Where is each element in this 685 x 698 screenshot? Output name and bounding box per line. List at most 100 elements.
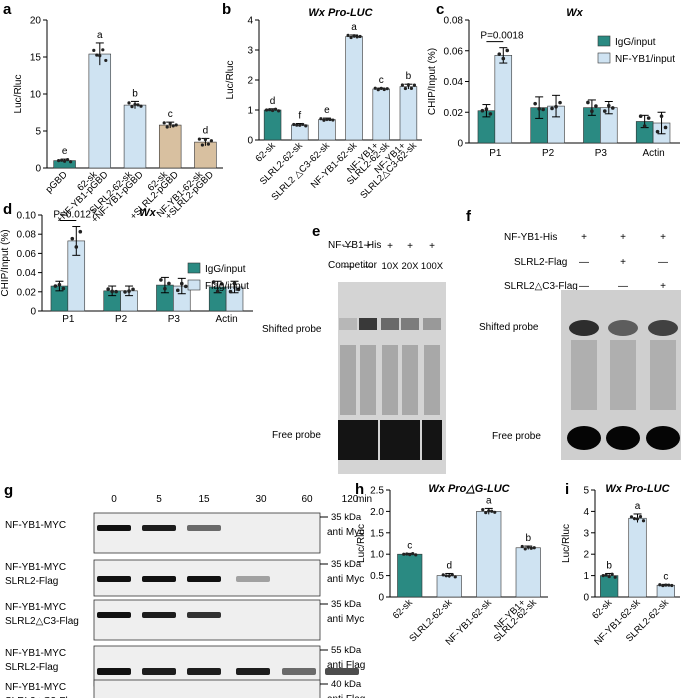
- panel-b: b Wx Pro-LUC01234Luc/Rlucd62-skfSLRL2-62-…: [222, 1, 422, 203]
- data-point-d: [179, 281, 184, 286]
- y-tick-label-i: 4: [583, 507, 589, 518]
- blot-g-band: [236, 576, 270, 582]
- data-point-i: [613, 575, 617, 579]
- data-point-a: [206, 142, 210, 146]
- panel-letter-f: f: [466, 208, 472, 225]
- blot-g-row-label: NF-YB1-MYC: [5, 648, 66, 659]
- data-point-h: [441, 573, 445, 577]
- panel-d: d Wx 0 0.02 0.04 0.06 0.08 0.10 CHIP/Input (%) P1…: [0, 201, 253, 325]
- significance-letter-a: e: [62, 146, 68, 157]
- data-point-c: [541, 107, 545, 112]
- data-point-b: [406, 83, 411, 87]
- emsa-e-free-band: [400, 420, 420, 460]
- bar-a-2: [123, 104, 147, 169]
- significance-letter-i: c: [663, 571, 668, 582]
- blot-g-band: [187, 576, 221, 582]
- legend-swatch-c: [597, 35, 611, 47]
- emsa-f-lane-marker: +: [620, 232, 626, 243]
- emsa-f-shifted-label: Shifted probe: [479, 322, 539, 333]
- data-point-b: [267, 108, 272, 112]
- data-point-a: [174, 123, 178, 127]
- data-point-d: [70, 236, 75, 241]
- data-point-b: [352, 34, 356, 38]
- significance-letter-b: f: [298, 111, 301, 122]
- emsa-f-lane-marker: —: [579, 281, 589, 292]
- data-point-b: [270, 108, 275, 113]
- blot-g-timepoints: 0 5 15 30 60 120: [111, 494, 359, 505]
- bar-h-1: [436, 575, 462, 598]
- panel-letter-e: e: [312, 223, 320, 240]
- bar-b-2: [318, 119, 336, 141]
- emsa-e-smear: [424, 345, 440, 415]
- y-tick-label-b: 4: [247, 16, 253, 27]
- data-point-d: [78, 229, 83, 234]
- data-point-c: [505, 48, 510, 53]
- emsa-e-smear: [340, 345, 356, 415]
- legend-swatch-c: [597, 52, 611, 64]
- data-point-b: [358, 34, 362, 39]
- panel-letter-g: g: [4, 482, 13, 499]
- bar-h-2: [476, 511, 502, 598]
- panel-a: a05101520Luc/RlucepGBDa62-sk+NF-YB1-pGBD…: [3, 1, 223, 225]
- blot-g-row-label: NF-YB1-MYC: [5, 682, 66, 693]
- data-point-h: [493, 510, 497, 514]
- data-point-d: [183, 284, 188, 289]
- data-point-a: [200, 143, 204, 147]
- y-tick-label-h: 1.0: [370, 550, 384, 561]
- significance-letter-h: b: [525, 533, 531, 544]
- data-point-i: [601, 574, 605, 578]
- data-point-h: [402, 552, 406, 556]
- emsa-e-competitor-marker: 20X: [402, 261, 420, 272]
- significance-letter-h: a: [486, 495, 492, 506]
- blot-g-row-4: NF-YB1-MYC SLRL2△C3-Flag 40 kDa anti Flag: [5, 679, 365, 698]
- data-point-c: [594, 104, 598, 108]
- y-tick-label-d: 0.10: [17, 211, 37, 222]
- significance-letter-a: d: [203, 125, 209, 136]
- data-point-d: [127, 289, 131, 293]
- blot-g-row-label: NF-YB1-MYC: [5, 520, 66, 531]
- data-point-c: [537, 106, 541, 111]
- data-point-d: [123, 290, 127, 294]
- emsa-e-free-band: [338, 420, 358, 460]
- significance-letter-a: a: [97, 30, 103, 41]
- data-point-h: [447, 574, 451, 578]
- category-label-d: P3: [168, 314, 181, 325]
- legend-swatch-d: [187, 279, 201, 291]
- data-point-d: [53, 284, 58, 288]
- data-point-i: [667, 583, 671, 587]
- data-point-b: [304, 124, 308, 128]
- data-point-h: [526, 545, 530, 549]
- y-axis-label-a: Luc/Rluc: [13, 75, 24, 114]
- data-point-c: [488, 112, 493, 116]
- blot-g-timepoint: 5: [156, 494, 162, 505]
- data-point-d: [232, 281, 237, 286]
- blot-g-antibody: anti Myc: [327, 527, 364, 538]
- significance-letter-b: b: [406, 71, 412, 82]
- blot-g-kda: 55 kDa: [331, 645, 362, 656]
- y-tick-label-h: 0: [378, 593, 384, 604]
- y-tick-label-b: 0: [247, 136, 253, 147]
- significance-letter-a: c: [168, 109, 173, 120]
- emsa-f-row-label-slrl2: SLRL2-Flag: [514, 257, 567, 268]
- category-label-d: P1: [62, 314, 75, 325]
- data-point-h: [484, 511, 488, 515]
- emsa-f-shifted-band: [608, 320, 638, 336]
- data-point-c: [501, 56, 506, 61]
- data-point-a: [162, 121, 166, 125]
- western-blot-panel-g: g 0 5 15 30 60 120 min NF-YB1-MYC 35 kDa anti M…: [4, 482, 372, 698]
- data-point-c: [533, 101, 537, 106]
- data-point-b: [400, 83, 405, 87]
- data-point-a: [168, 122, 172, 126]
- p-value-d: P=0.0127: [53, 210, 97, 221]
- data-point-a: [66, 158, 70, 162]
- data-point-c: [663, 125, 668, 130]
- category-label-a: pGBD: [44, 169, 70, 195]
- legend-label-d: IgG/input: [205, 264, 246, 275]
- panel-title-i: Wx Pro-LUC: [605, 483, 670, 495]
- panel-title-h: Wx Pro△G-LUC: [428, 483, 510, 495]
- data-point-h: [405, 552, 409, 556]
- data-point-a: [63, 159, 67, 163]
- data-point-c: [550, 106, 554, 111]
- panel-title-c: Wx: [566, 7, 583, 19]
